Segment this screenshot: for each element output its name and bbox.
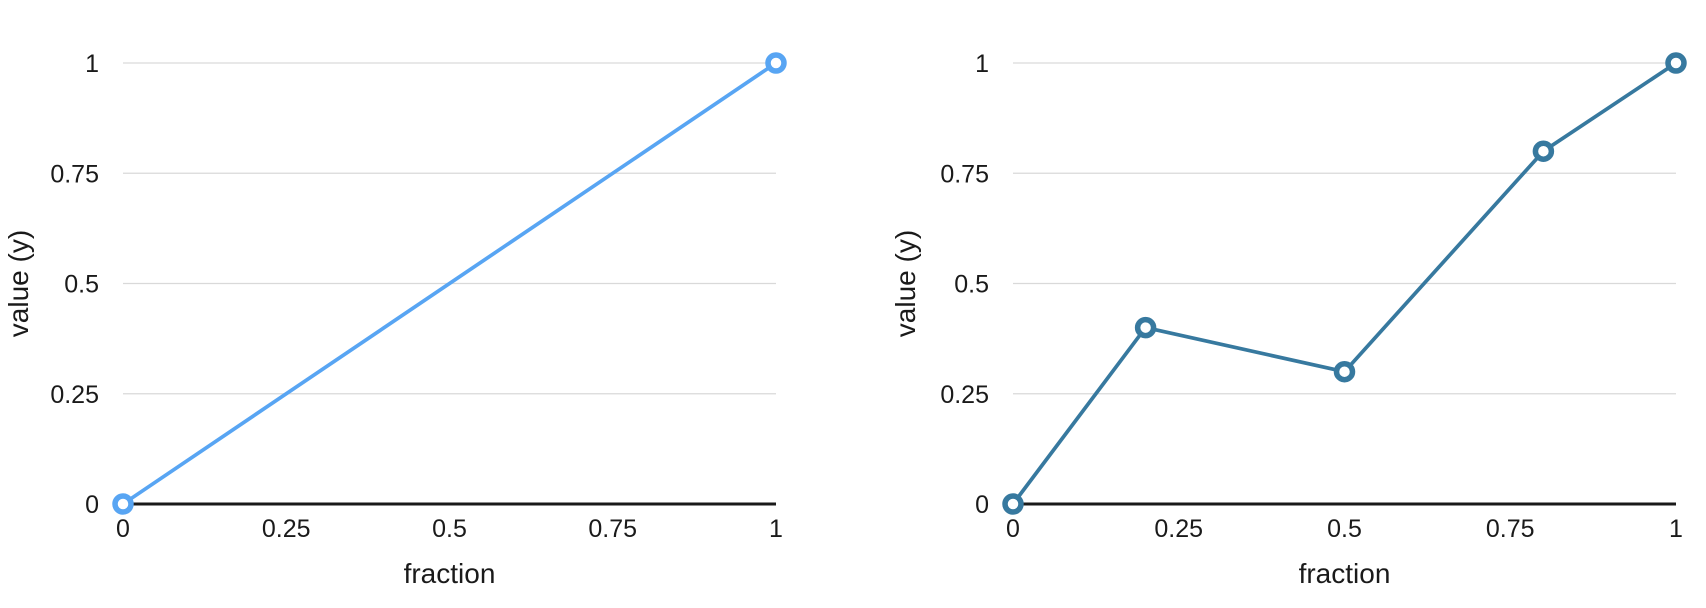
data-point-marker (765, 52, 787, 74)
x-tick-label: 0.25 (1154, 515, 1203, 543)
y-tick-label: 0 (85, 491, 99, 519)
x-tick-label: 1 (1669, 515, 1683, 543)
y-tick-label: 0.5 (64, 271, 99, 299)
y-tick-label: 1 (85, 50, 99, 78)
data-point-marker (1333, 360, 1356, 383)
x-tick-label: 0.75 (588, 515, 637, 543)
x-tick-label: 0.5 (1327, 515, 1362, 543)
chart-panel-piecewise: 0 0.25 0.5 0.75 1 0 0.25 0.5 0.75 1 fraction value … (853, 0, 1706, 608)
data-line-series (121, 61, 778, 506)
y-tick-label: 0.25 (940, 381, 989, 409)
x-tick-label: 0.5 (432, 515, 467, 543)
line-chart-piecewise: 0 0.25 0.5 0.75 1 0 0.25 0.5 0.75 1 fraction value … (890, 50, 1687, 589)
y-axis-title: value (y) (3, 230, 34, 337)
data-point-marker (112, 493, 134, 515)
y-tick-label: 1 (975, 50, 989, 78)
x-tick-label: 0.25 (262, 515, 311, 543)
x-tick-label: 0 (1006, 515, 1020, 543)
x-tick-label: 0.75 (1486, 515, 1535, 543)
x-axis-title: fraction (1299, 558, 1391, 589)
data-point-marker (1532, 140, 1555, 162)
data-point-marker (1665, 52, 1687, 74)
y-tick-label: 0.5 (954, 271, 989, 299)
x-tick-label: 0 (116, 515, 130, 543)
y-axis-title: value (y) (890, 230, 921, 337)
line-chart-linear: 0 0.25 0.5 0.75 1 0 0.25 0.5 0.75 1 fraction value … (3, 50, 787, 589)
x-tick-label: 1 (769, 515, 783, 543)
y-tick-label: 0.75 (940, 160, 989, 188)
y-tick-label: 0 (975, 491, 989, 519)
chart-panel-linear: 0 0.25 0.5 0.75 1 0 0.25 0.5 0.75 1 fraction value … (3, 50, 787, 589)
y-tick-label: 0.25 (50, 381, 99, 409)
y-tick-label: 0.75 (50, 160, 99, 188)
data-point-marker (1134, 316, 1157, 339)
data-point-marker (1002, 493, 1024, 515)
x-axis-title: fraction (404, 558, 496, 589)
